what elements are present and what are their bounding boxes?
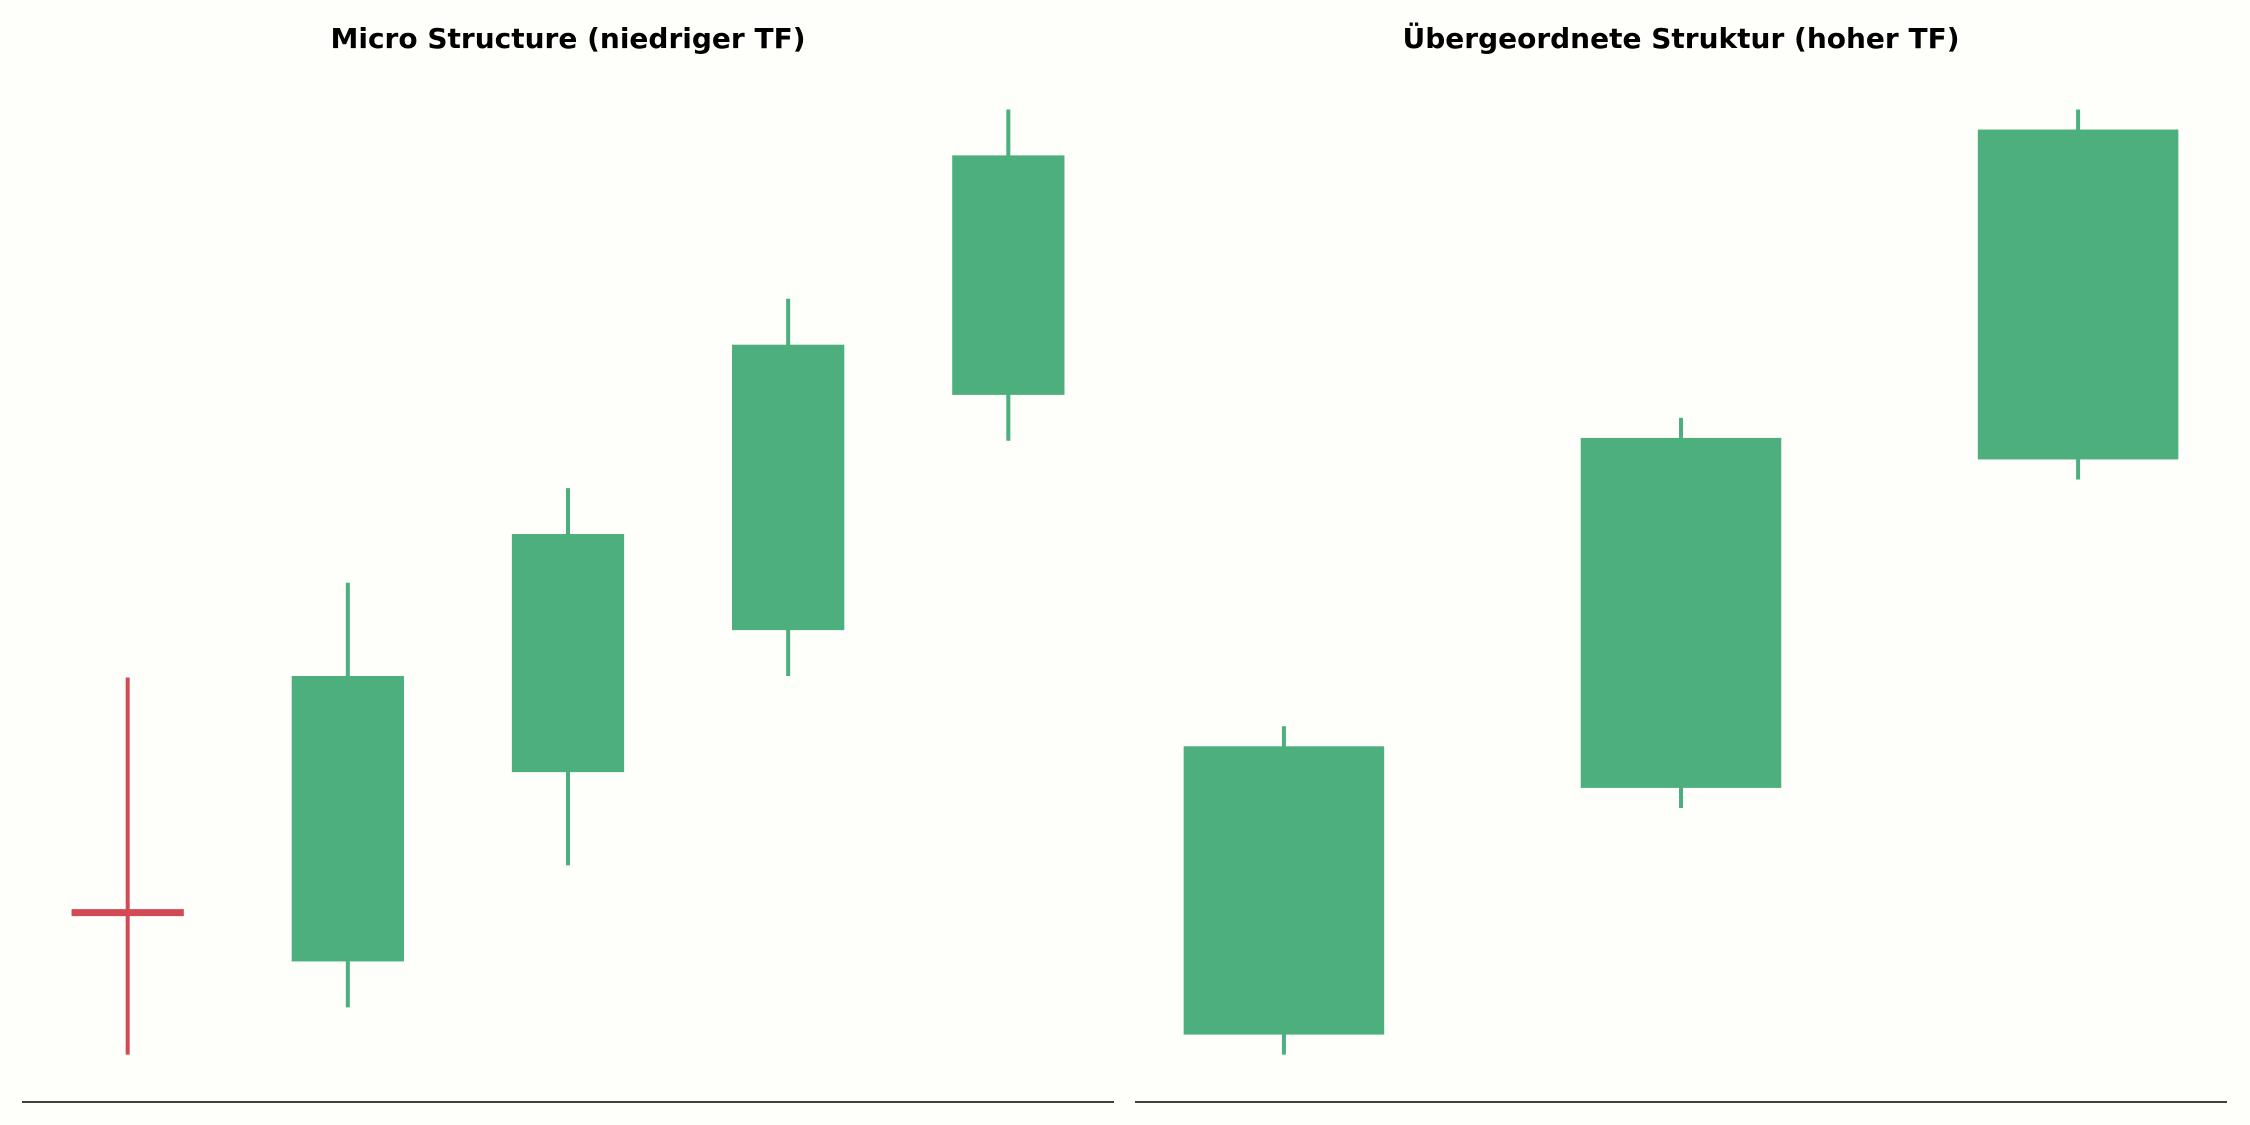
candle-body (1977, 129, 2179, 460)
chart-title: Übergeordnete Struktur (hoher TF) (1402, 21, 1959, 55)
candle-body (511, 534, 625, 773)
candle-body (1183, 746, 1385, 1035)
chart-title: Micro Structure (niedriger TF) (331, 22, 806, 55)
candle-body (1580, 437, 1782, 788)
candle-body (732, 344, 845, 631)
candle-body (952, 155, 1065, 395)
candle-body (291, 676, 404, 962)
